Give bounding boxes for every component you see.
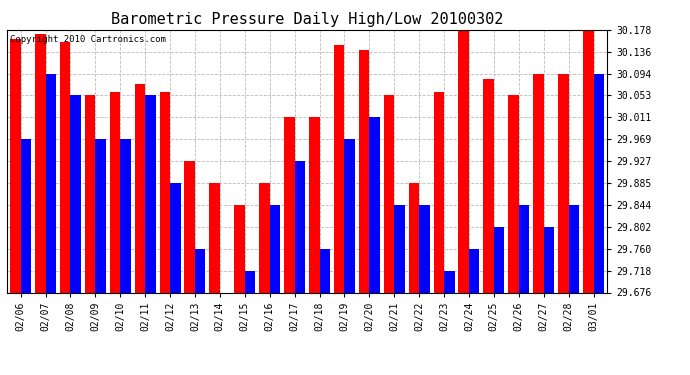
Bar	[209, 183, 220, 292]
Bar	[519, 205, 529, 292]
Bar	[245, 270, 255, 292]
Bar	[394, 205, 405, 292]
Bar	[509, 95, 519, 292]
Bar	[159, 92, 170, 292]
Bar	[469, 249, 480, 292]
Bar	[145, 95, 156, 292]
Bar	[444, 270, 455, 292]
Bar	[593, 74, 604, 292]
Bar	[184, 161, 195, 292]
Bar	[544, 226, 554, 292]
Bar	[85, 95, 95, 292]
Bar	[569, 205, 579, 292]
Bar	[120, 139, 130, 292]
Bar	[10, 39, 21, 292]
Bar	[583, 30, 593, 292]
Bar	[359, 50, 369, 292]
Bar	[533, 74, 544, 292]
Bar	[284, 117, 295, 292]
Bar	[295, 161, 305, 292]
Bar	[195, 249, 206, 292]
Bar	[46, 74, 56, 292]
Bar	[458, 9, 469, 292]
Bar	[235, 205, 245, 292]
Bar	[309, 117, 319, 292]
Bar	[344, 139, 355, 292]
Bar	[270, 205, 280, 292]
Bar	[95, 139, 106, 292]
Bar	[319, 249, 330, 292]
Bar	[70, 95, 81, 292]
Bar	[35, 34, 46, 292]
Text: Copyright 2010 Cartronics.com: Copyright 2010 Cartronics.com	[10, 35, 166, 44]
Bar	[369, 117, 380, 292]
Bar	[484, 79, 494, 292]
Bar	[433, 92, 444, 292]
Bar	[110, 92, 120, 292]
Bar	[60, 42, 70, 292]
Bar	[259, 183, 270, 292]
Bar	[384, 95, 394, 292]
Bar	[408, 183, 419, 292]
Bar	[135, 84, 145, 292]
Bar	[494, 226, 504, 292]
Bar	[558, 74, 569, 292]
Title: Barometric Pressure Daily High/Low 20100302: Barometric Pressure Daily High/Low 20100…	[111, 12, 503, 27]
Bar	[21, 139, 31, 292]
Bar	[334, 45, 344, 292]
Bar	[170, 183, 181, 292]
Bar	[419, 205, 430, 292]
